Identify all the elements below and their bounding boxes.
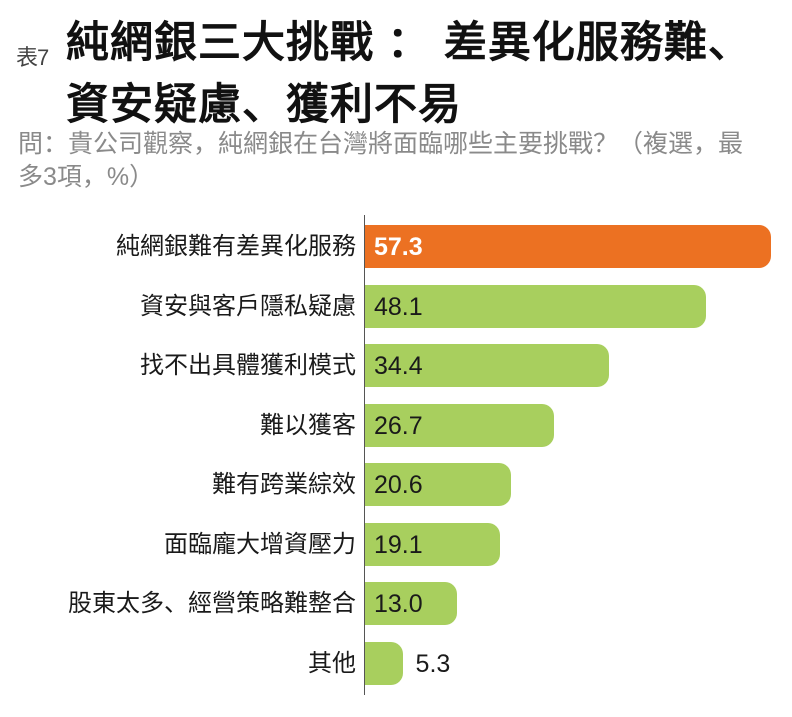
category-label: 難有跨業綜效 bbox=[212, 471, 356, 498]
value-label: 20.6 bbox=[374, 471, 423, 499]
bar-row: 難以獲客 26.7 bbox=[0, 403, 792, 448]
category-label: 面臨龐大增資壓力 bbox=[164, 530, 356, 558]
bar-row: 純網銀難有差異化服務 57.3 bbox=[0, 225, 792, 269]
bar bbox=[365, 522, 501, 566]
value-label: 48.1 bbox=[374, 292, 423, 321]
chart-title-line-2: 資安疑慮、獲利不易 bbox=[66, 81, 462, 129]
bar-row: 面臨龐大增資壓力 19.1 bbox=[0, 522, 792, 567]
bar-row: 股東太多、經營策略難整合 13.0 bbox=[0, 582, 792, 626]
value-label: 19.1 bbox=[374, 530, 423, 559]
category-label: 找不出具體獲利模式 bbox=[140, 352, 356, 379]
category-label: 資安與客戶隱私疑慮 bbox=[140, 292, 356, 320]
highlighted-bar bbox=[365, 225, 771, 268]
value-label: 5.3 bbox=[415, 649, 451, 678]
category-label: 純網銀難有差異化服務 bbox=[116, 233, 356, 260]
bar bbox=[365, 403, 555, 447]
bar-row: 資安與客戶隱私疑慮 48.1 bbox=[0, 284, 792, 329]
category-label: 股東太多、經營策略難整合 bbox=[68, 590, 356, 617]
value-label: 57.3 bbox=[374, 233, 423, 261]
bar-row: 難有跨業綜效 20.6 bbox=[0, 463, 792, 507]
value-label: 13.0 bbox=[374, 590, 423, 618]
category-label: 其他 bbox=[308, 649, 356, 677]
bar bbox=[365, 284, 706, 328]
bar bbox=[365, 641, 403, 685]
bar-row: 其他 5.3 bbox=[0, 641, 792, 686]
bar bbox=[365, 463, 511, 506]
y-axis-line bbox=[364, 215, 365, 695]
bar-row: 找不出具體獲利模式 34.4 bbox=[0, 344, 792, 388]
value-label: 26.7 bbox=[374, 411, 423, 440]
bar bbox=[365, 344, 609, 387]
category-label: 難以獲客 bbox=[260, 411, 356, 439]
bar bbox=[365, 582, 458, 625]
table-number: 表7 bbox=[16, 45, 49, 70]
chart-title-line-1: 純網銀三大挑戰 ： 差異化服務難、 bbox=[66, 19, 752, 67]
value-label: 34.4 bbox=[374, 352, 423, 380]
chart-subtitle: 問：貴公司觀察，純網銀在台灣將面臨哪些主要挑戰？（複選，最多3項，%） bbox=[18, 130, 744, 191]
